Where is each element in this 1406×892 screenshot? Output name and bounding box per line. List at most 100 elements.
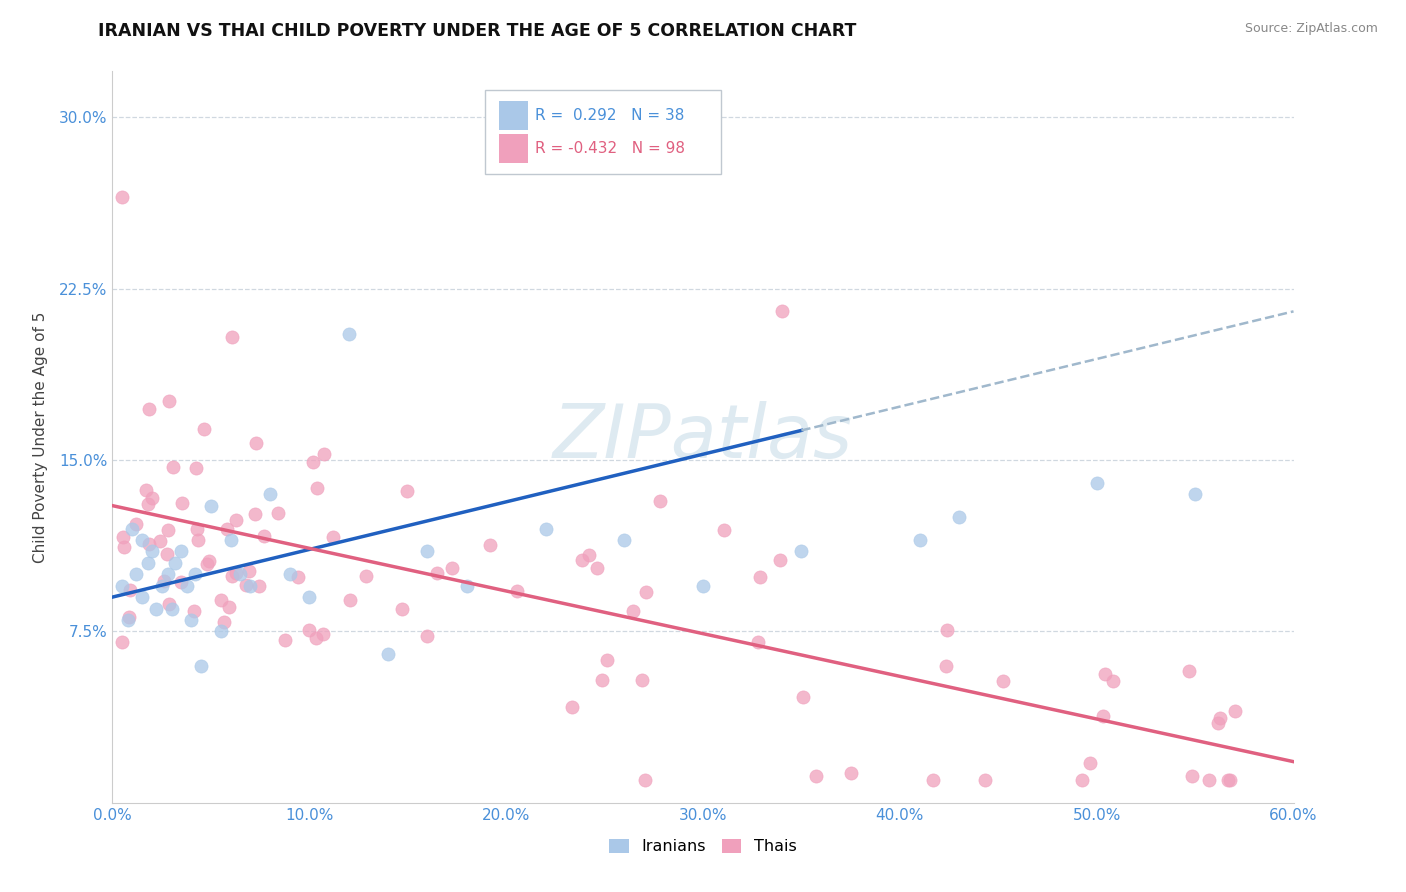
Point	[225, 566, 247, 580]
Point	[214, 615, 236, 630]
Point	[571, 553, 593, 567]
Point	[157, 597, 180, 611]
Point	[1078, 756, 1101, 771]
Point	[157, 393, 180, 408]
Point	[395, 483, 418, 498]
Point	[936, 623, 959, 637]
Point	[591, 673, 613, 687]
Point	[141, 491, 163, 505]
Point	[186, 522, 208, 536]
Point	[478, 538, 501, 552]
Point	[111, 634, 134, 648]
Point	[650, 493, 672, 508]
Text: R =  0.292   N = 38: R = 0.292 N = 38	[536, 108, 685, 123]
Point	[121, 521, 143, 535]
Point	[935, 659, 957, 673]
Point	[747, 635, 769, 649]
Point	[156, 567, 179, 582]
Point	[238, 564, 260, 578]
Text: IRANIAN VS THAI CHILD POVERTY UNDER THE AGE OF 5 CORRELATION CHART: IRANIAN VS THAI CHILD POVERTY UNDER THE …	[98, 22, 856, 40]
Point	[136, 497, 159, 511]
Point	[534, 521, 557, 535]
Point	[135, 483, 157, 498]
Point	[221, 568, 243, 582]
Point	[596, 653, 619, 667]
Point	[1091, 709, 1114, 723]
Point	[561, 700, 583, 714]
Point	[112, 531, 135, 545]
Point	[636, 585, 658, 599]
Point	[209, 592, 232, 607]
Point	[112, 540, 135, 554]
Point	[298, 590, 321, 604]
Point	[613, 533, 636, 547]
Point	[131, 590, 153, 604]
Point	[631, 673, 654, 688]
Point	[416, 630, 439, 644]
Point	[197, 554, 219, 568]
Text: R = -0.432   N = 98: R = -0.432 N = 98	[536, 141, 685, 156]
Point	[506, 584, 529, 599]
Point	[391, 602, 413, 616]
Point	[180, 613, 202, 627]
Point	[1184, 487, 1206, 501]
Point	[426, 566, 449, 580]
Point	[922, 772, 945, 787]
Point	[245, 436, 267, 450]
Point	[229, 567, 252, 582]
Point	[1209, 711, 1232, 725]
Point	[162, 460, 184, 475]
Point	[239, 579, 262, 593]
Point	[221, 330, 243, 344]
Point	[621, 604, 644, 618]
Point	[416, 544, 439, 558]
Point	[117, 613, 139, 627]
Point	[1178, 665, 1201, 679]
Point	[1223, 704, 1246, 718]
Point	[190, 658, 212, 673]
Point	[770, 304, 793, 318]
Bar	[499, 101, 529, 130]
Point	[354, 569, 377, 583]
Point	[305, 631, 328, 645]
Point	[578, 548, 600, 562]
Bar	[499, 134, 529, 163]
Point	[274, 632, 297, 647]
Point	[149, 534, 172, 549]
Point	[172, 496, 194, 510]
Point	[141, 544, 163, 558]
Point	[634, 772, 657, 787]
Point	[145, 601, 167, 615]
Point	[305, 481, 328, 495]
Point	[153, 574, 176, 588]
Point	[138, 401, 160, 416]
Point	[585, 561, 607, 575]
Point	[312, 626, 335, 640]
Point	[839, 766, 862, 780]
Point	[322, 531, 344, 545]
Point	[184, 461, 207, 475]
Point	[215, 523, 238, 537]
Point	[165, 556, 187, 570]
Point	[219, 533, 242, 547]
Point	[713, 523, 735, 537]
Point	[908, 533, 931, 547]
Point	[200, 499, 222, 513]
Point	[948, 510, 970, 524]
Point	[160, 601, 183, 615]
Point	[183, 604, 205, 618]
Point	[125, 516, 148, 531]
Point	[790, 544, 813, 558]
Point	[259, 487, 281, 501]
Point	[1094, 666, 1116, 681]
Point	[1070, 772, 1092, 787]
Point	[176, 579, 198, 593]
Point	[136, 556, 159, 570]
Point	[225, 513, 247, 527]
Point	[278, 567, 301, 582]
Point	[193, 422, 215, 436]
Point	[131, 533, 153, 547]
Point	[339, 592, 361, 607]
Point	[209, 624, 232, 639]
Point	[184, 567, 207, 582]
